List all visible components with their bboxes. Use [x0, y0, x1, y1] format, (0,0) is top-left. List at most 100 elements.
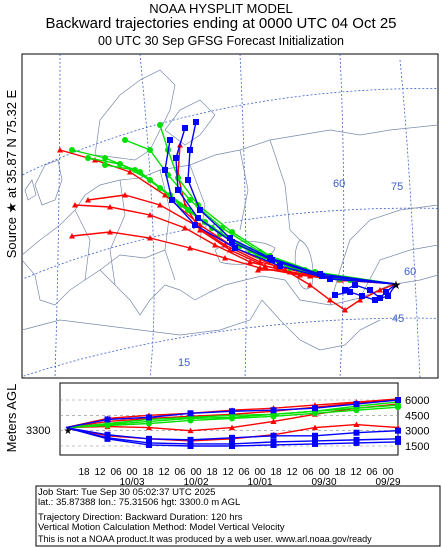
hour-tick-12: 00	[254, 467, 266, 478]
source-star-icon: ★	[391, 278, 402, 292]
height-trajectory-6-marker-8	[395, 404, 401, 411]
height-trajectory-3-marker-2	[146, 424, 152, 431]
hour-tick-6: 12	[158, 467, 170, 478]
height-trajectory-11-marker-8	[395, 438, 401, 445]
map-trajectory-3-marker-2	[122, 192, 128, 198]
map-trajectory-4-marker-4	[162, 192, 168, 198]
height-trajectory-9-marker-8	[395, 427, 401, 434]
map-trajectory-8-marker-2	[117, 161, 123, 167]
map-trajectory-1-marker-4	[187, 245, 193, 251]
hour-tick-3: 06	[110, 467, 122, 478]
map-trajectory-10-marker-4	[187, 197, 193, 203]
hour-tick-13: 18	[270, 467, 282, 478]
map-panel: 60 75 60 45 15 ★	[21, 53, 439, 379]
vertical-source-star-icon: ★	[64, 426, 73, 437]
map-trajectory-13-marker-5	[229, 239, 235, 245]
map-trajectory-12-marker-5	[227, 235, 233, 241]
map-trajectory-14-marker-1	[167, 137, 173, 143]
map-trajectory-7-marker-1	[69, 147, 75, 153]
map-trajectory-15-marker-2	[352, 282, 358, 288]
map-trajectory-15-marker-1	[342, 287, 348, 293]
height-trajectory-8-marker-3	[187, 410, 194, 417]
height-trajectory-8-marker-2	[146, 414, 152, 421]
map-trajectory-9-marker-3	[157, 185, 163, 191]
grid-label-60: 60	[404, 266, 416, 278]
map-trajectory-2-marker-5	[212, 242, 218, 248]
map-trajectory-12-marker-4	[197, 207, 203, 213]
job-start-line: Job Start: Tue Sep 30 05:02:37 UTC 2025	[38, 487, 216, 498]
map-trajectory-2-marker-2	[107, 204, 113, 210]
map-trajectory-16-marker-5	[385, 293, 391, 299]
grid-label-75: 75	[391, 181, 403, 193]
hour-tick-1: 18	[78, 467, 90, 478]
height-trajectory-9-marker-7	[353, 429, 360, 436]
date-tick-09/30: 09/30	[311, 477, 336, 488]
map-trajectory-6-marker-5	[342, 307, 348, 313]
vertical-profile-panel: ★ 3300 6000 4500 3000 1500 18 12 06 00 18 12 06 00…	[26, 382, 429, 488]
hour-tick-11: 06	[238, 467, 250, 478]
map-trajectory-6-marker-3	[307, 282, 313, 288]
map-trajectory-13-marker-3	[175, 187, 181, 193]
map-trajectory-2-marker-4	[182, 225, 188, 231]
height-trajectory-10-marker-8	[395, 435, 401, 442]
hour-tick-7: 06	[174, 467, 186, 478]
map-trajectory-15-marker-3	[367, 287, 373, 293]
map-trajectory-11-marker-1	[157, 122, 163, 128]
map-trajectory-13-marker-1	[182, 125, 188, 131]
map-trajectory-6-marker-4	[327, 297, 333, 303]
map-trajectory-5-marker-4	[197, 227, 203, 233]
hour-tick-4: 00	[126, 467, 138, 478]
initialization-subtitle: 00 UTC 30 Sep GFSG Forecast Initializati…	[98, 34, 344, 48]
hour-tick-19: 06	[366, 467, 378, 478]
height-tick-4500: 4500	[405, 410, 429, 422]
height-tick-6000: 6000	[405, 395, 429, 407]
map-trajectory-4-marker-3	[127, 169, 133, 175]
map-trajectory-line-14	[164, 139, 397, 285]
height-trajectory-8	[65, 397, 401, 429]
source-height-label: 3300	[26, 425, 50, 437]
map-trajectory-12-marker-3	[185, 177, 191, 183]
map-trajectory-1-marker-2	[107, 229, 113, 235]
height-trajectory-10-marker-6	[312, 437, 318, 444]
map-trajectory-14	[162, 137, 397, 285]
hour-tick-14: 12	[286, 467, 298, 478]
disclaimer-line: This is not a NOAA product.It was produc…	[38, 534, 372, 544]
height-trajectory-9-marker-6	[312, 432, 318, 439]
map-trajectory-3-marker-1	[85, 197, 91, 203]
height-trajectory-11-marker-2	[146, 441, 152, 448]
map-trajectory-2-marker-6	[247, 259, 253, 265]
hour-tick-8: 00	[190, 467, 202, 478]
hour-tick-18: 12	[350, 467, 362, 478]
grid-label-15: 15	[178, 357, 190, 369]
height-trajectory-3-marker-3	[187, 427, 194, 434]
height-trajectory-11-marker-3	[187, 443, 194, 449]
trajectory-map-paths	[57, 119, 397, 313]
hour-tick-9: 18	[206, 467, 218, 478]
height-trajectory-10-marker-7	[353, 436, 360, 443]
height-trajectory-10-marker-5	[270, 438, 277, 445]
height-trajectory-9-marker-3	[187, 436, 194, 443]
height-trajectory-9-marker-5	[270, 432, 277, 439]
height-trajectory-3-marker-5	[270, 418, 277, 424]
grid-label-45: 45	[392, 313, 404, 325]
model-title: NOAA HYSPLIT MODEL	[149, 1, 293, 16]
map-trajectory-10-marker-2	[147, 147, 153, 153]
map-trajectory-4-marker-1	[57, 147, 63, 153]
map-trajectory-5-marker-6	[262, 263, 268, 269]
height-trajectory-11-marker-1	[104, 435, 111, 442]
map-trajectory-12-marker-1	[193, 119, 199, 125]
map-trajectory-13-marker-2	[173, 155, 179, 161]
height-trajectory-3-marker-4	[229, 424, 235, 431]
map-trajectory-16-marker-1	[332, 292, 338, 298]
height-trajectory-11	[65, 426, 401, 449]
date-tick-10/02: 10/02	[183, 477, 208, 488]
map-trajectory-14-marker-4	[192, 222, 198, 228]
map-trajectory-16-marker-4	[372, 297, 378, 303]
hour-tick-labels: 18 12 06 00 18 12 06 00 18 12 06 00 18 12 06 00 18 12 06 00	[78, 467, 394, 478]
height-trajectory-8-marker-4	[229, 408, 235, 415]
direction-line: Trajectory Direction: Backward Duration:…	[38, 512, 243, 523]
map-trajectory-9-marker-4	[185, 207, 191, 213]
map-trajectory-7-marker-2	[102, 155, 108, 161]
vertical-method-line: Vertical Motion Calculation Method: Mode…	[38, 522, 285, 533]
